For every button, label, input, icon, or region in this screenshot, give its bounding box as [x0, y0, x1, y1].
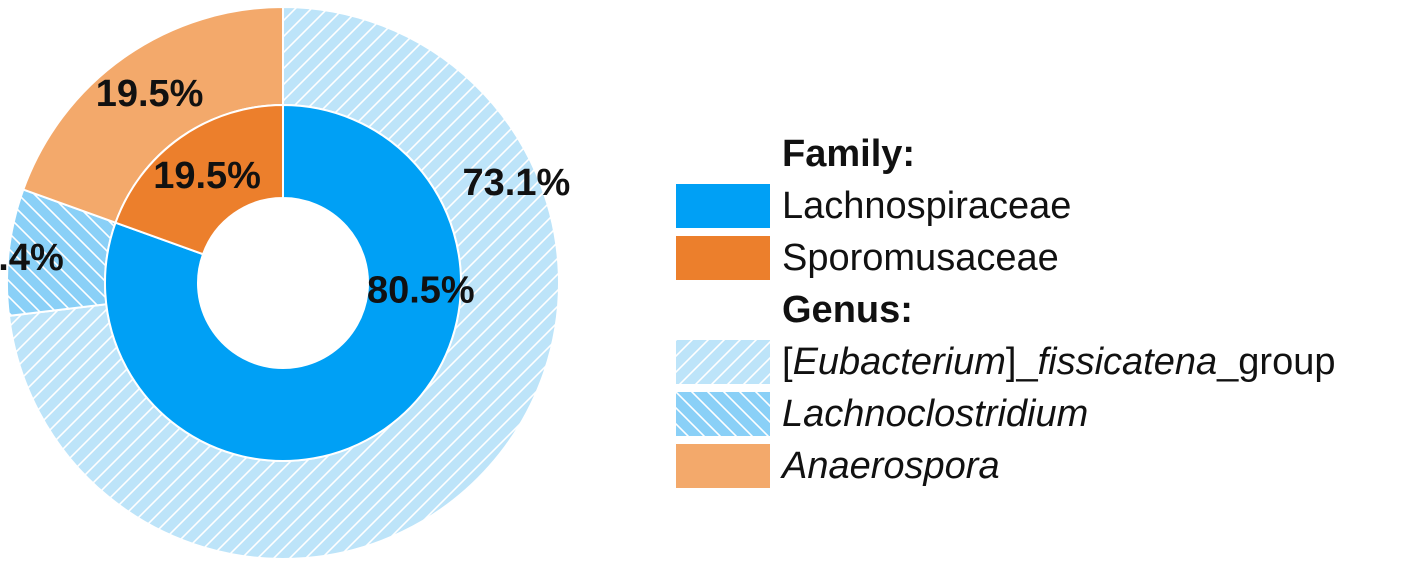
legend-label-lachnoclostridium: Lachnoclostridium: [782, 392, 1089, 435]
legend-swatch-lachnospiraceae: [676, 184, 770, 228]
value-label-lachnospiraceae: 80.5%: [367, 270, 475, 312]
legend: Family: Lachnospiraceae Sporomusaceae Ge…: [676, 128, 1416, 492]
legend-swatch-lachnoclostridium: [676, 392, 770, 436]
inner-ring-family: [104, 103, 462, 462]
legend-swatch-anaerospora: [676, 444, 770, 488]
slice-labels: 80.5% 19.5% 73.1% 7.4% 19.5%: [0, 73, 570, 311]
legend-swatch-eubacterium-fissicatena: [676, 340, 770, 384]
legend-item: Lachnoclostridium: [676, 388, 1416, 440]
legend-label-anaerospora: Anaerospora: [782, 444, 1000, 487]
legend-heading-genus: Genus:: [782, 289, 913, 331]
value-label-anaerospora: 19.5%: [96, 73, 204, 115]
legend-item: Anaerospora: [676, 440, 1416, 492]
legend-heading-family: Family:: [782, 133, 916, 175]
legend-item: Lachnospiraceae: [676, 180, 1416, 232]
slice-sporomusaceae: [114, 103, 284, 256]
outer-ring-genus: [6, 5, 560, 560]
value-label-sporomusaceae: 19.5%: [153, 155, 261, 197]
value-label-eubacterium-fissicatena-group: 73.1%: [463, 162, 571, 204]
legend-label-sporomusaceae: Sporomusaceae: [782, 236, 1059, 279]
legend-item: Sporomusaceae: [676, 232, 1416, 284]
legend-item: [Eubacterium]_fissicatena_group: [676, 336, 1416, 388]
legend-swatch-sporomusaceae: [676, 236, 770, 280]
legend-label-lachnospiraceae: Lachnospiraceae: [782, 184, 1072, 227]
value-label-lachnoclostridium: 7.4%: [0, 237, 64, 279]
legend-label-eubacterium-fissicatena: [Eubacterium]_fissicatena_group: [782, 340, 1336, 383]
slice-lachnospiraceae: [104, 103, 462, 462]
